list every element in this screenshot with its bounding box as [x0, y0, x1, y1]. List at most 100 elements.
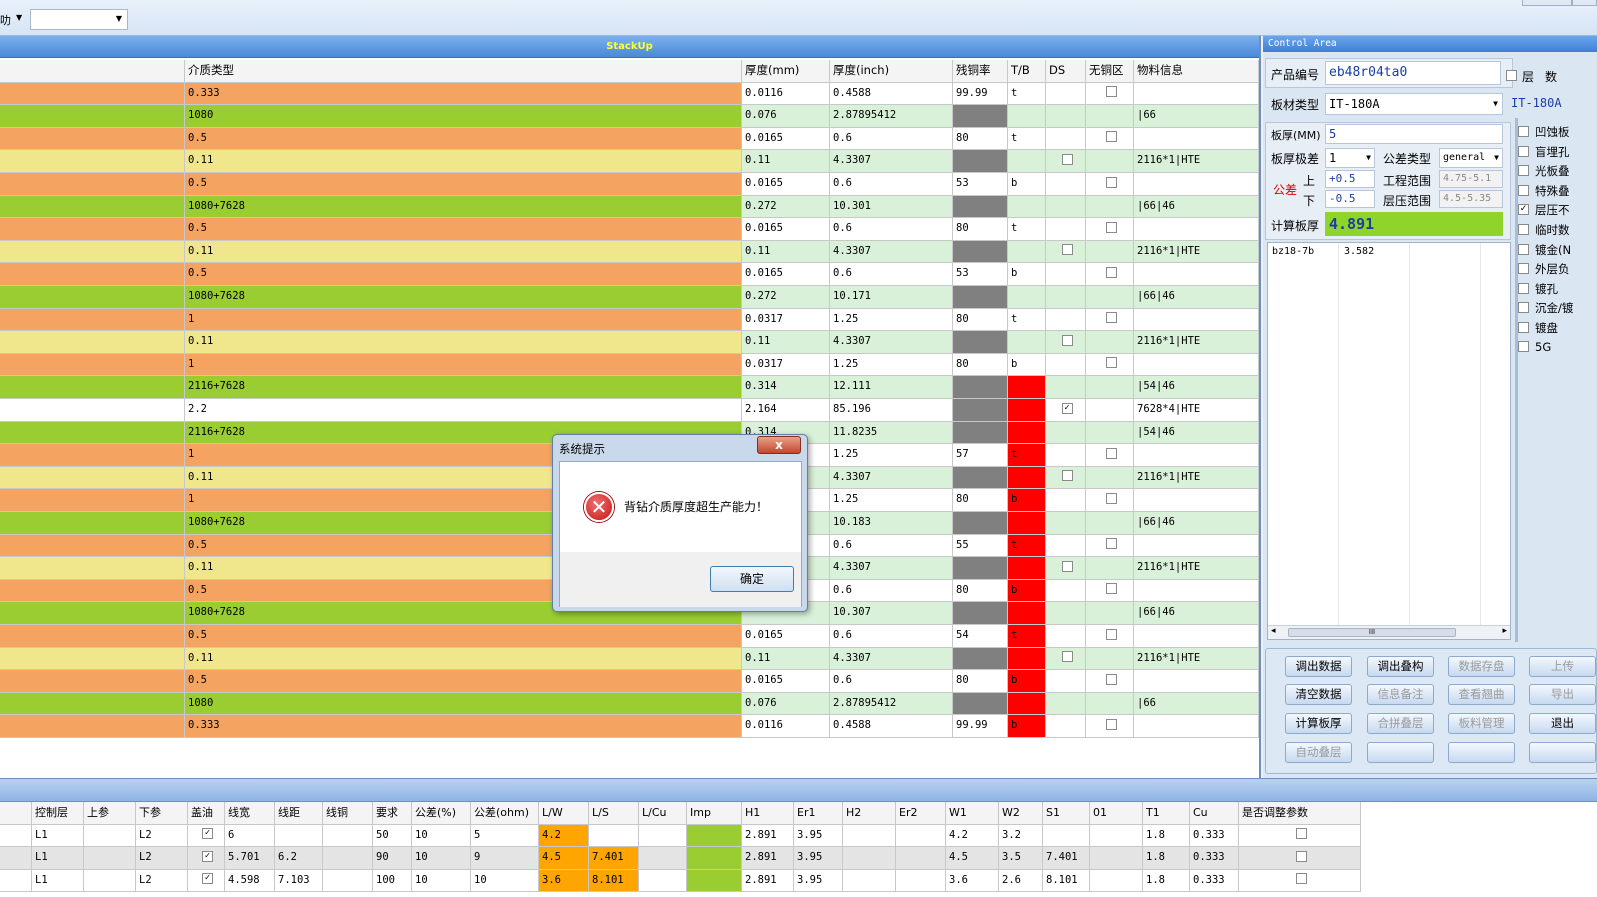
option-checkbox[interactable]: 5G [1518, 340, 1551, 354]
no-copper-checkbox[interactable] [1105, 86, 1117, 98]
option-checkbox[interactable]: ✓ 层压不 [1518, 202, 1570, 218]
stackup-row[interactable]: 2.2 2.164 85.196 ✓ 7628*4|HTE [0, 399, 1259, 422]
material-select[interactable]: IT-180A ▼ [1325, 93, 1503, 115]
lower-input[interactable]: -0.5 [1325, 190, 1375, 208]
no-copper-checkbox[interactable] [1105, 131, 1117, 143]
chevron-down-icon[interactable]: ▼ [1493, 99, 1498, 108]
no-copper-checkbox[interactable] [1105, 492, 1117, 504]
window-control[interactable] [1522, 0, 1572, 6]
stackup-row[interactable]: 2116+7628 0.314 11.8235 |54|46 [0, 421, 1259, 445]
adjust-checkbox[interactable] [1295, 828, 1307, 840]
stackup-row[interactable]: 1080+7628 0.272 10.301 |66|46 [0, 195, 1259, 219]
option-checkbox[interactable]: 特殊叠 [1518, 183, 1570, 199]
no-copper-checkbox[interactable] [1105, 266, 1117, 278]
ds-checkbox[interactable]: ✓ [1061, 402, 1073, 414]
stackup-row[interactable]: 1080 0.076 2.87895412 |66 [0, 105, 1259, 128]
stackup-row[interactable]: 0.11 0.11 4.3307 2116*1|HTE [0, 150, 1259, 173]
option-checkbox[interactable]: 凹蚀板 [1518, 124, 1570, 140]
stackup-row[interactable]: 0.11 0.11 4.3307 2116*1|HTE [0, 240, 1259, 264]
impedance-row[interactable]: L1 L2 ✓ 4.598 7.103 100 10 10 3.6 8.101 2.891 3.95 3… [0, 869, 1361, 893]
action-button[interactable]: 上传 [1529, 656, 1596, 677]
action-button[interactable]: 自动叠层 [1285, 742, 1352, 763]
option-checkbox[interactable]: 镀金(N [1518, 242, 1571, 258]
option-checkbox[interactable]: 盲埋孔 [1518, 144, 1570, 160]
action-button[interactable]: 清空数据 [1285, 684, 1352, 705]
action-button[interactable] [1367, 742, 1434, 763]
no-copper-checkbox[interactable] [1105, 312, 1117, 324]
action-button[interactable]: 导出 [1529, 684, 1596, 705]
tolerance-select[interactable]: 1 ▼ [1325, 148, 1375, 168]
adjust-checkbox[interactable] [1295, 873, 1307, 885]
stackup-row[interactable]: 0.5 0.0165 0.6 80 t [0, 218, 1259, 241]
checkbox-box[interactable] [1518, 145, 1529, 157]
action-button[interactable]: 数据存盘 [1448, 656, 1515, 677]
checkbox-box[interactable] [1518, 302, 1529, 314]
action-button[interactable]: 信息备注 [1367, 684, 1434, 705]
impedance-row[interactable]: L1 L2 ✓ 6 50 10 5 4.2 2.891 3.95 4.2 3.2 1.8 0.333 [0, 824, 1361, 848]
stackup-row[interactable]: 0.333 0.0116 0.4588 99.99 t [0, 82, 1259, 106]
scroll-right-icon[interactable]: ▸ [1502, 626, 1507, 636]
action-button[interactable]: 调出数据 [1285, 656, 1352, 677]
overlay-checkbox[interactable]: ✓ [202, 873, 213, 885]
checkbox-box[interactable] [1518, 263, 1529, 275]
no-copper-checkbox[interactable] [1105, 628, 1117, 640]
chevron-down-icon[interactable]: ▼ [16, 13, 23, 22]
action-button[interactable] [1529, 742, 1596, 763]
action-button[interactable] [1448, 742, 1515, 763]
overlay-checkbox[interactable]: ✓ [202, 828, 213, 840]
stackup-row[interactable]: 0.5 0.0165 0.6 54 t [0, 625, 1259, 648]
checkbox-box[interactable] [1518, 165, 1529, 177]
action-button[interactable]: 计算板厚 [1285, 713, 1352, 734]
thick-input[interactable]: 5 [1325, 124, 1503, 144]
action-button[interactable]: 查看翘曲 [1448, 684, 1515, 705]
layer-checkbox[interactable] [1506, 70, 1517, 81]
option-checkbox[interactable]: 光板叠 [1518, 163, 1570, 179]
checkbox-box[interactable] [1518, 184, 1529, 196]
action-button[interactable]: 板料管理 [1448, 713, 1515, 734]
option-checkbox[interactable]: 镀盘 [1518, 320, 1558, 336]
no-copper-checkbox[interactable] [1105, 718, 1117, 730]
option-checkbox[interactable]: 镀孔 [1518, 281, 1558, 297]
stackup-row[interactable]: 1 0.0317 1.25 80 b [0, 353, 1259, 377]
action-button[interactable]: 合拼叠层 [1367, 713, 1434, 734]
stackup-row[interactable]: 0.333 0.0116 0.4588 99.99 b [0, 715, 1259, 738]
checkbox-box[interactable]: ✓ [1518, 204, 1529, 216]
stackup-row[interactable]: 0.5 0.0165 0.6 80 t [0, 127, 1259, 151]
ds-checkbox[interactable] [1061, 470, 1073, 482]
no-copper-checkbox[interactable] [1105, 221, 1117, 233]
option-checkbox[interactable]: 临时数 [1518, 222, 1570, 238]
no-copper-checkbox[interactable] [1105, 583, 1117, 595]
checkbox-box[interactable] [1518, 224, 1529, 235]
horizontal-scrollbar[interactable]: ◂ III ▸ [1268, 625, 1510, 639]
action-button[interactable]: 退出 [1529, 713, 1596, 734]
stackup-row[interactable]: 0.11 0.11 4.3307 2116*1|HTE [0, 647, 1259, 671]
checkbox-box[interactable] [1518, 243, 1529, 255]
product-input[interactable]: eb48r04ta0 [1325, 61, 1501, 85]
checkbox-box[interactable] [1518, 126, 1529, 137]
toolbar-combo[interactable]: ▼ [30, 9, 128, 30]
chevron-down-icon[interactable]: ▼ [1366, 153, 1371, 162]
no-copper-checkbox[interactable] [1105, 447, 1117, 459]
stackup-row[interactable]: 0.5 0.0165 0.6 80 b [0, 670, 1259, 693]
scroll-left-icon[interactable]: ◂ [1271, 626, 1276, 636]
action-button[interactable]: 调出叠构 [1367, 656, 1434, 677]
ds-checkbox[interactable] [1061, 153, 1073, 165]
stackup-row[interactable]: 2116+7628 0.314 12.111 |54|46 [0, 376, 1259, 399]
checkbox-box[interactable] [1518, 340, 1529, 352]
stackup-row[interactable]: 1080+7628 0.272 10.171 |66|46 [0, 286, 1259, 309]
stackup-row[interactable]: 0.5 0.0165 0.6 53 b [0, 263, 1259, 286]
no-copper-checkbox[interactable] [1105, 673, 1117, 685]
option-checkbox[interactable]: 沉金/镀 [1518, 300, 1573, 316]
no-copper-checkbox[interactable] [1105, 176, 1117, 188]
option-checkbox[interactable]: 外层负 [1518, 261, 1570, 277]
chevron-down-icon[interactable]: ▼ [115, 14, 122, 23]
ds-checkbox[interactable] [1061, 560, 1073, 572]
impedance-row[interactable]: L1 L2 ✓ 5.701 6.2 90 10 9 4.5 7.401 2.891 3.95 4.5 3.… [0, 847, 1361, 870]
no-copper-checkbox[interactable] [1105, 357, 1117, 369]
checkbox-box[interactable] [1518, 322, 1529, 333]
stackup-row[interactable]: 1080 0.076 2.87895412 |66 [0, 692, 1259, 716]
stackup-row[interactable]: 1 0.0317 1.25 80 t [0, 308, 1259, 332]
chevron-down-icon[interactable]: ▼ [1494, 153, 1499, 162]
result-list[interactable]: bz18-7b 3.582 ◂ III ▸ [1267, 242, 1511, 640]
ok-button[interactable]: 确定 [710, 566, 794, 592]
